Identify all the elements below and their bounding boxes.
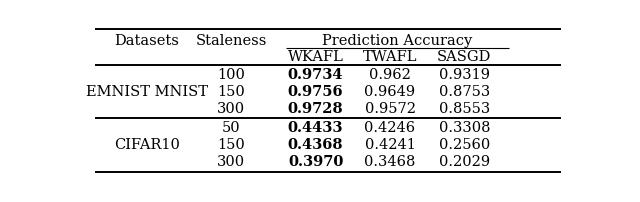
Text: 0.4241: 0.4241 [365, 138, 415, 152]
Text: EMNIST MNIST: EMNIST MNIST [86, 85, 208, 99]
Text: 0.9319: 0.9319 [439, 68, 490, 82]
Text: 50: 50 [222, 121, 241, 135]
Text: 0.3970: 0.3970 [288, 155, 343, 169]
Text: 300: 300 [217, 102, 245, 117]
Text: 0.4246: 0.4246 [364, 121, 415, 135]
Text: 150: 150 [218, 138, 245, 152]
Text: 0.9649: 0.9649 [364, 85, 415, 99]
Text: 0.4368: 0.4368 [288, 138, 343, 152]
Text: 0.8753: 0.8753 [439, 85, 490, 99]
Text: 0.3468: 0.3468 [364, 155, 416, 169]
Text: WKAFL: WKAFL [287, 50, 344, 64]
Text: 0.962: 0.962 [369, 68, 411, 82]
Text: 0.3308: 0.3308 [438, 121, 490, 135]
Text: 0.9728: 0.9728 [288, 102, 344, 117]
Text: 0.9756: 0.9756 [288, 85, 344, 99]
Text: CIFAR10: CIFAR10 [114, 138, 180, 152]
Text: TWAFL: TWAFL [363, 50, 417, 64]
Text: Datasets: Datasets [115, 34, 179, 48]
Text: Staleness: Staleness [196, 34, 267, 48]
Text: Prediction Accuracy: Prediction Accuracy [323, 34, 472, 48]
Text: 0.9572: 0.9572 [365, 102, 415, 117]
Text: 300: 300 [217, 155, 245, 169]
Text: 0.9734: 0.9734 [288, 68, 343, 82]
Text: 0.2560: 0.2560 [439, 138, 490, 152]
Text: 150: 150 [218, 85, 245, 99]
Text: SASGD: SASGD [437, 50, 492, 64]
Text: 100: 100 [218, 68, 245, 82]
Text: 0.4433: 0.4433 [288, 121, 343, 135]
Text: 0.2029: 0.2029 [439, 155, 490, 169]
Text: 0.8553: 0.8553 [439, 102, 490, 117]
